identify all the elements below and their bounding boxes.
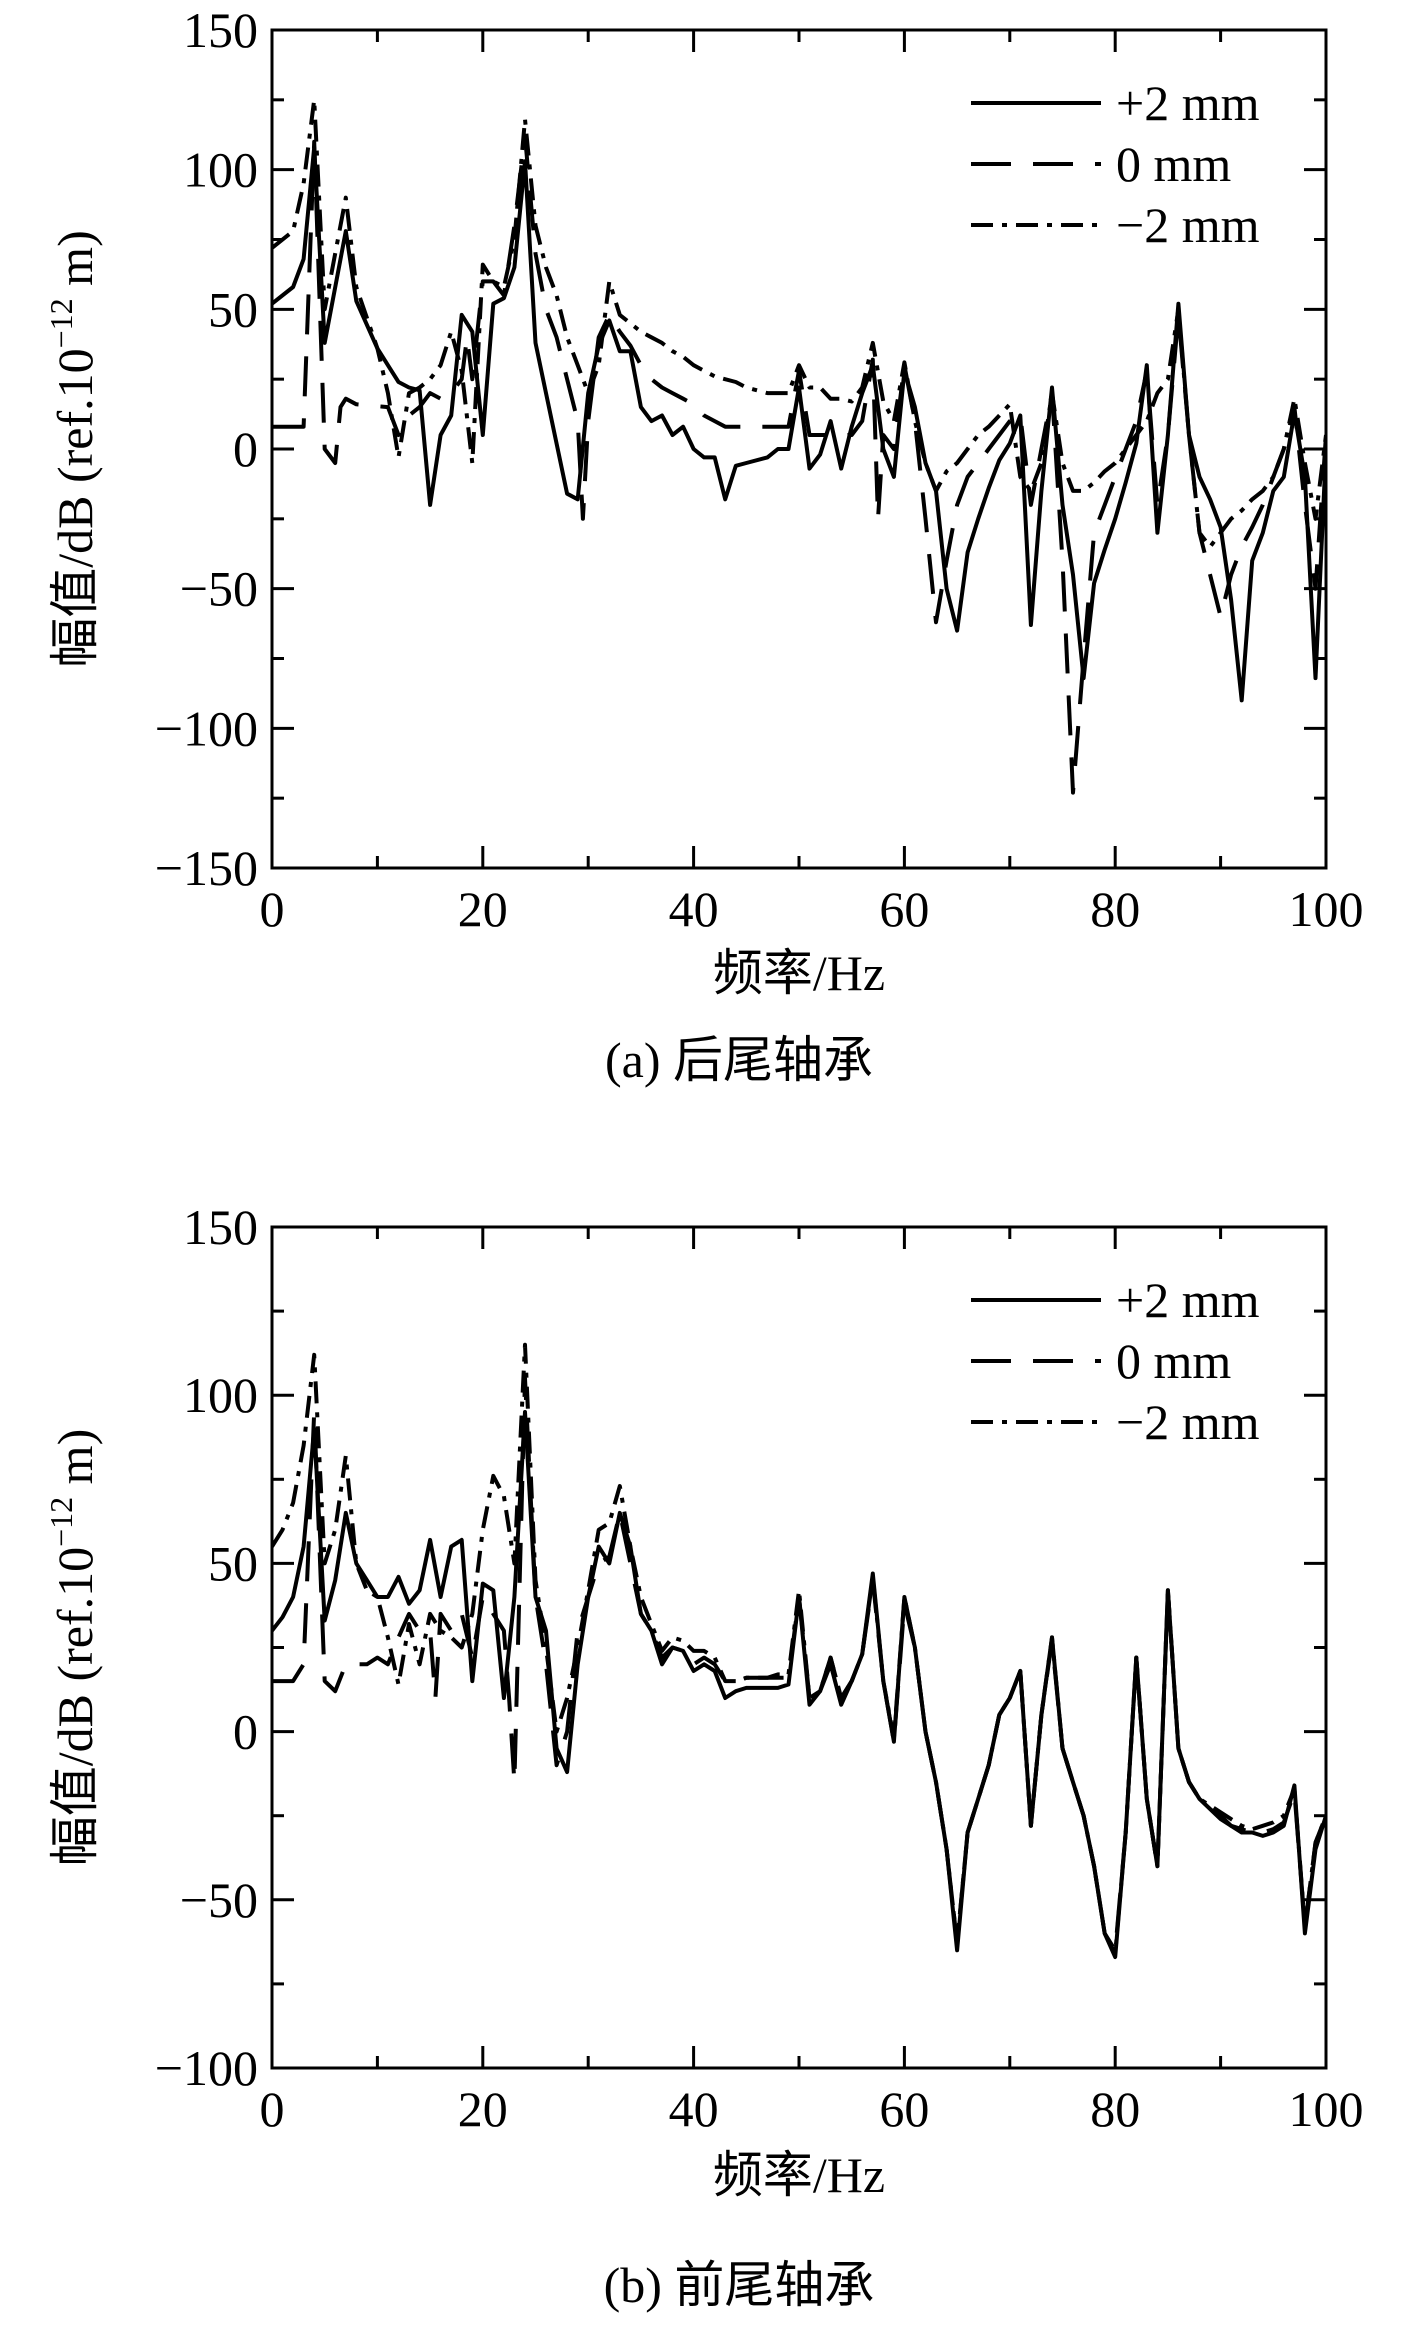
y-tick-label: 0 xyxy=(233,1704,258,1760)
x-tick-label: 20 xyxy=(458,2081,508,2137)
figure-caption: (b) 前尾轴承 xyxy=(604,2257,875,2313)
x-tick-label: 100 xyxy=(1289,881,1364,937)
y-axis-title: 幅值/dB (ref.10−12 m) xyxy=(43,1429,103,1866)
y-tick-label: 150 xyxy=(183,1199,258,1255)
x-tick-label: 80 xyxy=(1090,881,1140,937)
legend-label-0: +2 mm xyxy=(1116,75,1260,131)
x-tick-label: 40 xyxy=(669,2081,719,2137)
y-tick-label: −100 xyxy=(155,700,258,756)
legend-label-1: 0 mm xyxy=(1116,136,1231,192)
x-tick-label: 100 xyxy=(1289,2081,1364,2137)
chart-panel-0: 0 20 40 60 80 100 −150 −100 −50 0 50 100 150 频率/Hz 幅值/… xyxy=(43,2,1364,1088)
y-tick-label: 50 xyxy=(208,1535,258,1591)
series-line-2 xyxy=(272,1342,1326,1956)
x-axis-title: 频率/Hz xyxy=(713,945,885,1001)
y-tick-label: 100 xyxy=(183,142,258,198)
legend-label-1: 0 mm xyxy=(1116,1333,1231,1389)
legend-label-2: −2 mm xyxy=(1116,1394,1260,1450)
y-tick-label: 0 xyxy=(233,421,258,477)
x-tick-label: 0 xyxy=(260,881,285,937)
series-line-2 xyxy=(272,97,1326,549)
x-tick-label: 60 xyxy=(879,881,929,937)
x-tick-label: 80 xyxy=(1090,2081,1140,2137)
y-tick-label: −150 xyxy=(155,840,258,896)
x-tick-label: 40 xyxy=(669,881,719,937)
y-tick-label: 150 xyxy=(183,2,258,58)
series-line-0 xyxy=(272,1410,1326,1959)
y-tick-label: −100 xyxy=(155,2040,258,2096)
legend-label-0: +2 mm xyxy=(1116,1272,1260,1328)
x-tick-label: 20 xyxy=(458,881,508,937)
figure-caption: (a) 后尾轴承 xyxy=(605,1032,873,1088)
y-tick-label: 50 xyxy=(208,281,258,337)
chart-panel-1: 0 20 40 60 80 100 −100 −50 0 50 100 150 频率/Hz 幅值/dB (… xyxy=(43,1199,1364,2313)
y-tick-label: 100 xyxy=(183,1367,258,1423)
series-line-0 xyxy=(272,145,1326,703)
y-axis-title: 幅值/dB (ref.10−12 m) xyxy=(43,230,103,667)
x-axis-title: 频率/Hz xyxy=(713,2147,885,2203)
series-line-1 xyxy=(272,1376,1326,1953)
x-tick-label: 0 xyxy=(260,2081,285,2137)
y-tick-label: −50 xyxy=(180,561,258,617)
legend-label-2: −2 mm xyxy=(1116,197,1260,253)
y-tick-label: −50 xyxy=(180,1872,258,1928)
x-tick-label: 60 xyxy=(879,2081,929,2137)
